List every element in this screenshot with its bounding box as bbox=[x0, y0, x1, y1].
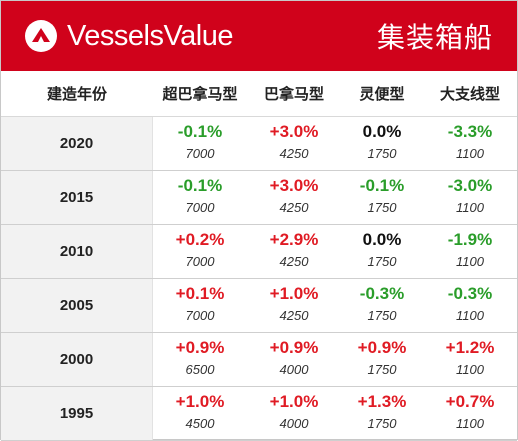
vessel-size: 1100 bbox=[456, 416, 484, 431]
value-cell: 0.0% 1750 bbox=[341, 117, 423, 170]
percent-change: +3.0% bbox=[269, 122, 319, 141]
vessel-size: 1100 bbox=[456, 254, 484, 269]
value-cell: +0.7% 1100 bbox=[423, 387, 517, 440]
percent-change: +1.0% bbox=[175, 392, 225, 411]
value-cell: +1.0% 4000 bbox=[247, 387, 341, 440]
percent-change: +1.0% bbox=[269, 392, 319, 411]
vessel-size: 1750 bbox=[367, 200, 397, 215]
percent-change: +0.7% bbox=[445, 392, 495, 411]
value-cell: 0.0% 1750 bbox=[341, 225, 423, 278]
vessel-size: 1100 bbox=[456, 308, 484, 323]
vessel-size: 1750 bbox=[367, 254, 397, 269]
table-row: 2000 +0.9% 6500 +0.9% 4000 +0.9% 1750 +1.2% 1100 bbox=[1, 333, 517, 387]
percent-change: +3.0% bbox=[269, 176, 319, 195]
value-cell: -0.1% 7000 bbox=[153, 171, 247, 224]
header-build-year: 建造年份 bbox=[46, 85, 107, 103]
percent-change: +0.1% bbox=[175, 284, 225, 303]
vessel-size: 7000 bbox=[185, 254, 215, 269]
build-year-cell: 2000 bbox=[1, 333, 153, 386]
vessel-size: 1750 bbox=[367, 146, 397, 161]
table-row: 2010 +0.2% 7000 +2.9% 4250 0.0% 1750 -1.9% 1100 bbox=[1, 225, 517, 279]
percent-change: +1.0% bbox=[269, 284, 319, 303]
vessel-size: 4500 bbox=[185, 416, 215, 431]
header-panamax: 巴拿马型 bbox=[263, 85, 324, 103]
vessel-size: 1100 bbox=[456, 362, 484, 377]
percent-change: -0.3% bbox=[359, 284, 405, 303]
value-cell: -0.3% 1100 bbox=[423, 279, 517, 332]
table-row: 2005 +0.1% 7000 +1.0% 4250 -0.3% 1750 -0.3% 1100 bbox=[1, 279, 517, 333]
percent-change: -3.0% bbox=[447, 176, 493, 195]
percent-change: 0.0% bbox=[362, 230, 402, 249]
percent-change: +1.3% bbox=[357, 392, 407, 411]
value-cell: +1.0% 4500 bbox=[153, 387, 247, 440]
table-header: 建造年份 超巴拿马型 巴拿马型 灵便型 大支线型 bbox=[1, 71, 517, 117]
vessel-size: 7000 bbox=[185, 200, 215, 215]
percent-change: -0.3% bbox=[447, 284, 493, 303]
build-year-cell: 2015 bbox=[1, 171, 153, 224]
value-cell: +1.0% 4250 bbox=[247, 279, 341, 332]
percent-change: -3.3% bbox=[447, 122, 493, 141]
value-cell: +0.9% 4000 bbox=[247, 333, 341, 386]
value-cell: -3.3% 1100 bbox=[423, 117, 517, 170]
value-cell: -0.1% 7000 bbox=[153, 117, 247, 170]
percent-change: +1.2% bbox=[445, 338, 495, 357]
value-cell: +0.9% 6500 bbox=[153, 333, 247, 386]
value-cell: +2.9% 4250 bbox=[247, 225, 341, 278]
percent-change: +0.9% bbox=[175, 338, 225, 357]
value-cell: +3.0% 4250 bbox=[247, 117, 341, 170]
vessel-size: 1100 bbox=[456, 200, 484, 215]
brand-name: VesselsValue bbox=[67, 19, 233, 52]
percent-change: -0.1% bbox=[177, 176, 223, 195]
brand: VesselsValue bbox=[25, 20, 233, 53]
header-post-panamax: 超巴拿马型 bbox=[162, 85, 238, 103]
header-feedermax: 大支线型 bbox=[439, 85, 500, 103]
percent-change: -0.1% bbox=[359, 176, 405, 195]
percent-change: +0.9% bbox=[357, 338, 407, 357]
vessel-size: 1100 bbox=[456, 146, 484, 161]
vessel-size: 4250 bbox=[279, 146, 309, 161]
vessel-size: 4250 bbox=[279, 200, 309, 215]
vessel-size: 1750 bbox=[367, 416, 397, 431]
banner: VesselsValue 集装箱船 bbox=[1, 1, 517, 71]
percent-change: +0.9% bbox=[269, 338, 319, 357]
header-handy: 灵便型 bbox=[359, 85, 405, 103]
vesselsvalue-logo-icon bbox=[25, 20, 57, 52]
value-cell: +0.9% 1750 bbox=[341, 333, 423, 386]
vessel-size: 4250 bbox=[279, 308, 309, 323]
vessel-size: 4000 bbox=[279, 362, 309, 377]
value-cell: -0.1% 1750 bbox=[341, 171, 423, 224]
segment-title: 集装箱船 bbox=[376, 21, 493, 54]
value-cell: +3.0% 4250 bbox=[247, 171, 341, 224]
vessel-size: 4250 bbox=[279, 254, 309, 269]
value-cell: +0.1% 7000 bbox=[153, 279, 247, 332]
percent-change: 0.0% bbox=[362, 122, 402, 141]
build-year-cell: 2020 bbox=[1, 117, 153, 170]
table-row: 2020 -0.1% 7000 +3.0% 4250 0.0% 1750 -3.3% 1100 bbox=[1, 117, 517, 171]
build-year-cell: 1995 bbox=[1, 387, 153, 440]
value-cell: +1.3% 1750 bbox=[341, 387, 423, 440]
vessel-size: 1750 bbox=[367, 308, 397, 323]
vessel-size: 7000 bbox=[185, 308, 215, 323]
vessel-size: 6500 bbox=[185, 362, 215, 377]
percent-change: +0.2% bbox=[175, 230, 225, 249]
vessel-size: 7000 bbox=[185, 146, 215, 161]
percent-change: +2.9% bbox=[269, 230, 319, 249]
build-year-cell: 2010 bbox=[1, 225, 153, 278]
value-cell: -1.9% 1100 bbox=[423, 225, 517, 278]
value-cell: -3.0% 1100 bbox=[423, 171, 517, 224]
table-row: 2015 -0.1% 7000 +3.0% 4250 -0.1% 1750 -3.0% 1100 bbox=[1, 171, 517, 225]
percent-change: -1.9% bbox=[447, 230, 493, 249]
table-body: 2020 -0.1% 7000 +3.0% 4250 0.0% 1750 -3.3% 1100 2… bbox=[1, 117, 517, 441]
table-row: 1995 +1.0% 4500 +1.0% 4000 +1.3% 1750 +0.7% 1100 bbox=[1, 387, 517, 441]
value-cell: -0.3% 1750 bbox=[341, 279, 423, 332]
build-year-cell: 2005 bbox=[1, 279, 153, 332]
value-cell: +0.2% 7000 bbox=[153, 225, 247, 278]
vessel-size: 1750 bbox=[367, 362, 397, 377]
value-cell: +1.2% 1100 bbox=[423, 333, 517, 386]
vessel-size: 4000 bbox=[279, 416, 309, 431]
percent-change: -0.1% bbox=[177, 122, 223, 141]
